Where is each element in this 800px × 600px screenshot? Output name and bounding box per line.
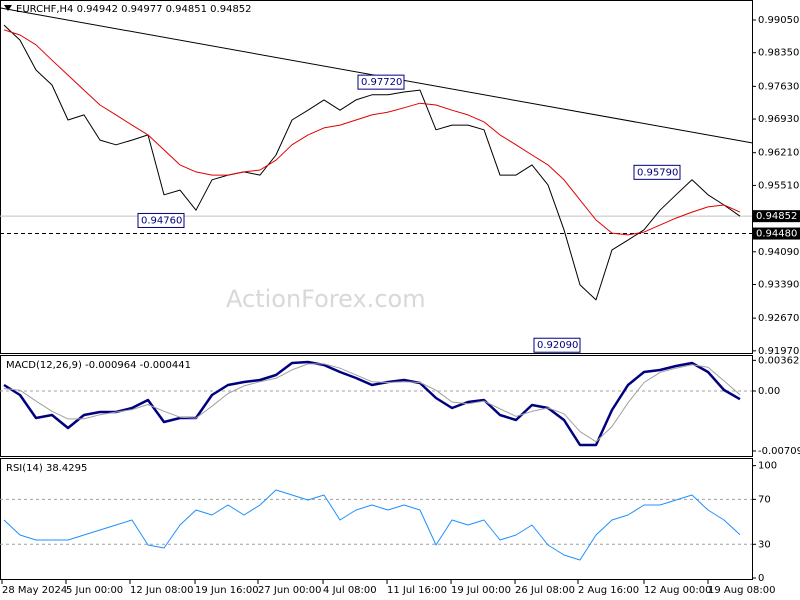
price-label: 0.94480 (756, 229, 797, 240)
annotation-label: 0.94760 (141, 215, 182, 226)
price-panel (0, 0, 753, 354)
annotation-label: 0.97720 (361, 77, 402, 88)
rsi-panel (0, 458, 753, 580)
y-tick-label: 0.98350 (758, 48, 799, 59)
y-tick-label: -0.007093 (758, 446, 800, 457)
chart-title: EURCHF,H4 0.94942 0.94977 0.94851 0.9485… (16, 4, 252, 15)
x-tick-label: 19 Jul 00:00 (451, 585, 511, 596)
x-tick-label: 11 Jul 16:00 (387, 585, 447, 596)
y-tick-label: 0.99050 (758, 15, 799, 26)
watermark: ActionForex.com (226, 285, 426, 313)
annotation-label: 0.92090 (537, 340, 578, 351)
y-tick-label: 0.94090 (758, 247, 799, 258)
y-tick-label: 0.97630 (758, 81, 799, 92)
macd-panel (0, 355, 753, 457)
menu-arrow (4, 5, 12, 11)
y-tick-label: 100 (758, 461, 777, 472)
series-line (3, 24, 741, 301)
series-line (3, 363, 741, 443)
y-tick-label: 0.95510 (758, 180, 799, 191)
macd-title: MACD(12,26,9) -0.000964 -0.000441 (6, 360, 191, 371)
y-tick-label: 0.96210 (758, 148, 799, 159)
x-tick-label: 19 Jun 16:00 (195, 585, 259, 596)
x-tick-label: 12 Aug 00:00 (644, 585, 711, 596)
y-tick-label: 0.00 (758, 386, 780, 397)
price-label-box (753, 210, 800, 223)
x-tick-label: 12 Jun 08:00 (130, 585, 194, 596)
y-tick-label: 30 (758, 539, 771, 550)
rsi-title: RSI(14) 38.4295 (6, 463, 87, 474)
y-tick-label: 70 (758, 494, 771, 505)
price-label-box (753, 227, 800, 240)
y-tick-label: 0.91970 (758, 346, 799, 357)
x-tick-label: 5 Jun 00:00 (66, 585, 123, 596)
annotation-label: 0.95790 (637, 167, 678, 178)
annotation-box (533, 337, 581, 353)
series-line (3, 29, 741, 236)
y-tick-label: 0.92670 (758, 313, 799, 324)
annotation-box (357, 74, 405, 90)
y-tick-label: 0.93390 (758, 279, 799, 290)
x-tick-label: 26 Jul 08:00 (515, 585, 575, 596)
x-tick-label: 2 Aug 16:00 (578, 585, 639, 596)
price-label: 0.94852 (756, 211, 797, 222)
series-line (3, 360, 741, 447)
annotation-box (633, 164, 681, 180)
y-tick-label: 0.003628 (758, 355, 800, 366)
x-tick-label: 27 Jun 00:00 (258, 585, 322, 596)
annotation-box (137, 212, 185, 228)
y-tick-label: 0 (758, 573, 764, 584)
x-tick-label: 19 Aug 08:00 (708, 585, 775, 596)
x-tick-label: 28 May 2024 (2, 585, 67, 596)
y-tick-label: 0.96930 (758, 114, 799, 125)
x-tick-label: 4 Jul 08:00 (323, 585, 377, 596)
series-line (3, 489, 741, 561)
